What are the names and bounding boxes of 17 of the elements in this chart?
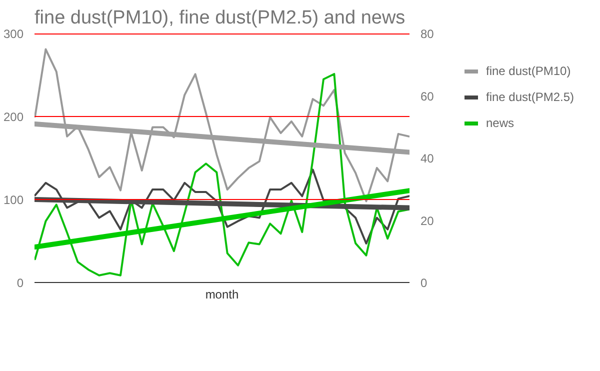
y2-tick-label: 0 [420,276,428,290]
y2-tick-label: 40 [420,152,434,166]
y2-tick-label: 60 [420,89,434,104]
line-series [34,168,410,244]
chart-title: fine dust(PM10), fine dust(PM2.5) and news [34,8,406,28]
legend-label: fine dust(PM2.5) [486,90,574,104]
y2-tick-label: 20 [420,214,434,228]
y-tick-label: 100 [3,193,24,207]
line-series [34,72,410,276]
legend-label: fine dust(PM10) [486,64,571,78]
legend-label: news [486,116,514,130]
y2-tick-label: 80 [420,27,434,41]
x-axis-title: month [205,288,239,302]
y-tick-label: 200 [3,110,24,124]
y-tick-label: 0 [16,276,24,290]
y-tick-label: 300 [3,27,24,41]
line-series [34,48,410,202]
